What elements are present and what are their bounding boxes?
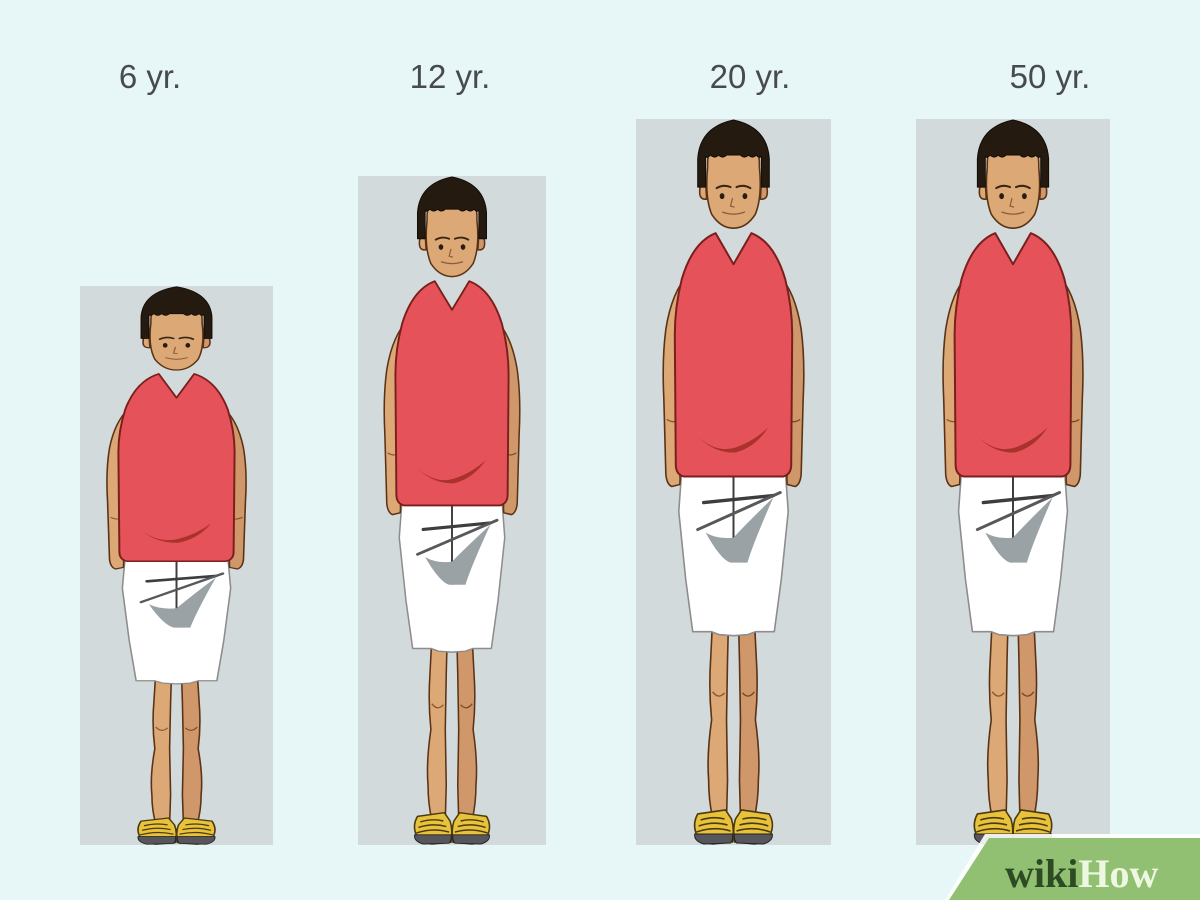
svg-text:wikiHow: wikiHow bbox=[1005, 851, 1158, 896]
